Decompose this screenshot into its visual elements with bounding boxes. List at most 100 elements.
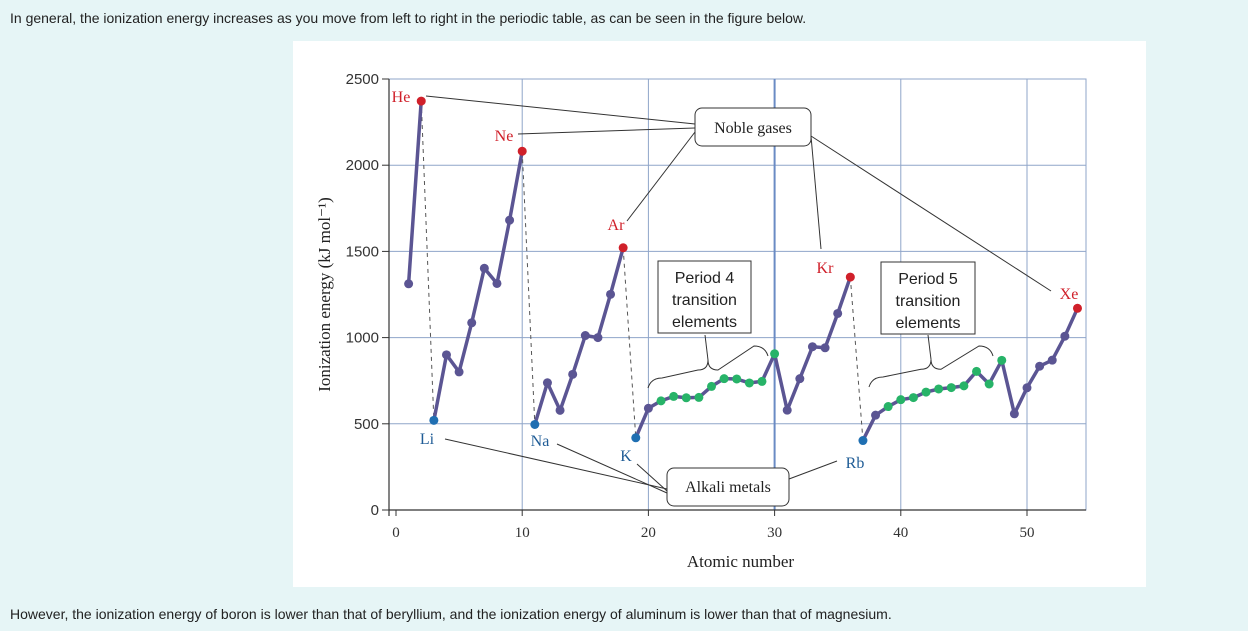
transition-element-point <box>694 392 704 402</box>
noble-gas-point <box>845 272 855 282</box>
alkali-metal-point <box>429 415 439 425</box>
period5-brace-leader <box>927 334 932 360</box>
data-point <box>580 331 590 341</box>
noble-gas-leader <box>517 127 696 135</box>
transition-element-point <box>972 366 982 376</box>
data-point <box>795 374 805 384</box>
period4-label: Period 4 <box>675 270 735 287</box>
ionization-energy-figure: 0 500 1000 1500 2000 2500 0 10 20 30 40 50 Atomic nu… <box>293 41 1146 587</box>
period4-callout <box>657 260 752 334</box>
transition-element-point <box>934 384 944 394</box>
transition-element-point <box>770 349 780 359</box>
data-point <box>568 369 578 379</box>
data-point <box>833 308 843 318</box>
period-drop-dashline <box>521 151 536 425</box>
data-point <box>1060 331 1070 341</box>
period4-brace-leader <box>704 334 709 361</box>
x-tick-label: 50 <box>1020 525 1035 541</box>
ionization-series-line <box>533 246 625 427</box>
alkali-metal-point <box>530 419 540 429</box>
data-point <box>555 405 565 415</box>
noble-gases-callout <box>694 107 812 147</box>
period-drop-dashline <box>849 277 864 441</box>
data-point <box>505 215 515 225</box>
y-tick-label: 0 <box>371 502 379 519</box>
label-rb: Rb <box>846 455 865 472</box>
data-point <box>820 343 830 353</box>
noble-gas-leader <box>626 131 696 222</box>
period5-callout <box>880 261 976 335</box>
y-axis-title: Ionization energy (kJ mol⁻¹) <box>315 197 334 392</box>
y-tick-label: 1500 <box>346 243 379 260</box>
transition-element-point <box>719 374 729 384</box>
label-k: K <box>620 448 632 465</box>
data-point <box>467 318 477 328</box>
data-point <box>542 378 552 388</box>
x-tick-label: 10 <box>515 525 530 541</box>
label-ne: Ne <box>495 128 514 145</box>
transition-element-point <box>744 378 754 388</box>
data-point <box>479 263 489 273</box>
transition-element-point <box>757 376 767 386</box>
x-tick-label: 0 <box>392 525 400 541</box>
noble-gas-point <box>416 96 426 106</box>
alkali-metal-leader <box>788 460 838 480</box>
label-na: Na <box>531 433 550 450</box>
label-li: Li <box>420 431 435 448</box>
transition-element-point <box>984 379 994 389</box>
period-drop-dashline <box>420 101 435 421</box>
alkali-metal-leader <box>556 443 668 494</box>
ionization-energy-chart: 0 500 1000 1500 2000 2500 0 10 20 30 40 50 Atomic nu… <box>315 71 1087 571</box>
data-point <box>1022 383 1032 393</box>
ionization-series-line <box>432 149 524 423</box>
data-point <box>1009 409 1019 419</box>
x-tick-label: 40 <box>893 525 908 541</box>
transition-element-point <box>681 393 691 403</box>
data-point <box>606 289 616 299</box>
y-tick-label: 1000 <box>346 330 379 347</box>
y-tick-label: 2000 <box>346 157 379 174</box>
alkali-metals-callout <box>666 467 790 507</box>
y-tick-label: 2500 <box>346 71 379 88</box>
alkali-metal-leader <box>444 438 668 490</box>
period4-label: transition <box>672 292 737 309</box>
ionization-series-line <box>406 99 423 286</box>
period5-brace <box>868 345 994 388</box>
transition-element-point <box>896 395 906 405</box>
label-xe: Xe <box>1060 286 1079 303</box>
x-tick-label: 30 <box>767 525 782 541</box>
data-point <box>807 342 817 352</box>
transition-element-point <box>946 383 956 393</box>
y-tick-label: 500 <box>354 416 379 433</box>
alkali-metals-label: Alkali metals <box>685 479 771 496</box>
transition-element-point <box>959 381 969 391</box>
alkali-metal-leader <box>636 463 668 492</box>
label-ar: Ar <box>608 217 626 234</box>
data-point <box>404 279 414 289</box>
noble-gas-leader <box>425 95 696 125</box>
period5-label: elements <box>896 315 961 332</box>
noble-gases-label: Noble gases <box>714 120 792 137</box>
transition-element-point <box>732 374 742 384</box>
intro-paragraph: In general, the ionization energy increa… <box>10 10 807 26</box>
period5-label: Period 5 <box>898 271 958 288</box>
transition-element-point <box>921 387 931 397</box>
transition-element-point <box>669 391 679 401</box>
x-axis-title: Atomic number <box>687 552 795 571</box>
period-drop-dashline <box>622 247 637 438</box>
data-point <box>782 405 792 415</box>
outro-paragraph: However, the ionization energy of boron … <box>10 606 892 622</box>
transition-element-point <box>656 396 666 406</box>
data-point <box>492 278 502 288</box>
label-kr: Kr <box>817 260 835 277</box>
noble-gas-point <box>618 243 628 253</box>
data-point <box>454 367 464 377</box>
alkali-metal-point <box>858 436 868 446</box>
data-point <box>643 403 653 413</box>
noble-gas-point <box>1072 303 1082 313</box>
data-point <box>1035 361 1045 371</box>
transition-element-point <box>908 393 918 403</box>
data-point <box>871 410 881 420</box>
transition-element-point <box>707 381 716 391</box>
transition-element-point <box>997 355 1007 365</box>
